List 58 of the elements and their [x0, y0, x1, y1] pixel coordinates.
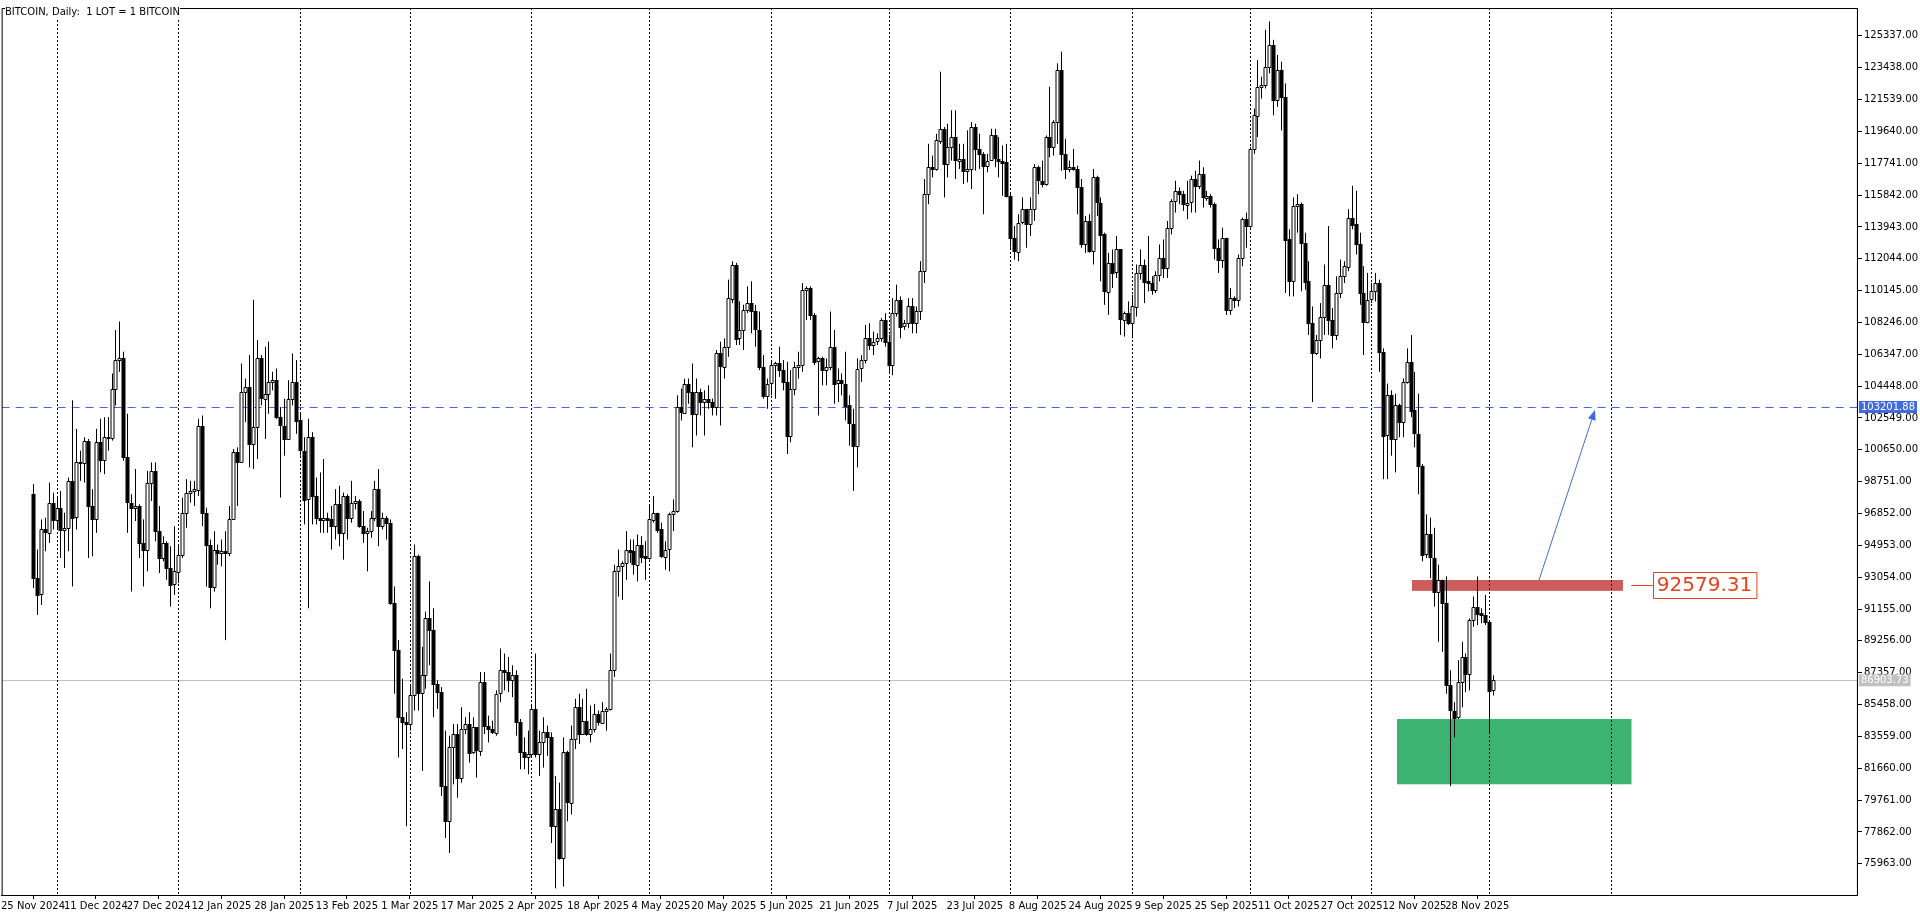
y-tick-label: 115842.00 — [1863, 188, 1918, 200]
candlestick — [1146, 235, 1151, 292]
x-tick-label: 23 Jul 2025 — [946, 899, 1004, 911]
x-tick-label: 28 Nov 2025 — [1445, 899, 1510, 911]
x-tick-label: 1 Mar 2025 — [381, 899, 439, 911]
y-tick-label: 81660.00 — [1863, 761, 1912, 773]
x-tick-label: 9 Sep 2025 — [1134, 899, 1192, 911]
x-tick-label: 13 Feb 2025 — [315, 899, 379, 911]
candlestick — [310, 431, 315, 525]
y-tick-label: 125337.00 — [1863, 29, 1918, 41]
y-tick-label: 79761.00 — [1863, 793, 1912, 805]
y-tick-label: 75963.00 — [1863, 857, 1912, 869]
candlestick — [973, 123, 978, 172]
y-tick-label: 117741.00 — [1863, 156, 1918, 168]
x-tick-label: 12 Nov 2025 — [1382, 899, 1447, 911]
x-tick-label: 7 Jul 2025 — [887, 899, 938, 911]
y-tick-label: 108246.00 — [1863, 316, 1918, 328]
y-tick-label: 106347.00 — [1863, 347, 1918, 359]
y-tick-label: 110145.00 — [1863, 284, 1918, 296]
x-tick-label: 21 Jun 2025 — [819, 899, 880, 911]
y-tick-label: 112044.00 — [1863, 252, 1918, 264]
candlestick — [820, 356, 825, 386]
y-tick-label: 98751.00 — [1863, 475, 1912, 487]
y-tick-label: 94953.00 — [1863, 538, 1912, 550]
x-tick-label: 28 Jan 2025 — [254, 899, 315, 911]
x-tick-label: 25 Nov 2024 — [0, 899, 66, 911]
annotation: 92579.31 — [1656, 571, 1753, 596]
candlestick — [953, 109, 958, 180]
ref-line-label: 103201.88 — [1860, 401, 1915, 413]
x-tick-label: 20 May 2025 — [691, 899, 757, 911]
x-tick-label: 25 Sep 2025 — [1194, 899, 1258, 911]
y-tick-label: 119640.00 — [1863, 125, 1918, 136]
x-tick-label: 27 Dec 2024 — [126, 899, 191, 911]
y-tick-label: 104448.00 — [1863, 379, 1918, 391]
candlestick — [502, 653, 507, 691]
y-tick-label: 100650.00 — [1863, 443, 1918, 455]
chart-title: BITCOIN, Daily: 1 LOT = 1 BITCOIN — [5, 6, 180, 18]
y-tick-label: 83559.00 — [1863, 729, 1912, 741]
y-tick-label: 89256.00 — [1863, 634, 1912, 646]
y-tick-label: 96852.00 — [1863, 507, 1912, 519]
x-tick-label: 11 Oct 2025 — [1257, 899, 1320, 911]
x-tick-label: 2 Apr 2025 — [507, 899, 564, 911]
y-tick-label: 121539.00 — [1863, 93, 1918, 105]
x-tick-label: 18 Apr 2025 — [567, 899, 630, 911]
x-tick-label: 17 Mar 2025 — [440, 899, 505, 911]
x-tick-label: 12 Jan 2025 — [191, 899, 252, 911]
x-tick-label: 27 Oct 2025 — [1320, 899, 1383, 911]
y-tick-label: 91155.00 — [1863, 602, 1912, 614]
y-tick-label: 123438.00 — [1863, 61, 1918, 73]
x-tick-label: 5 Jun 2025 — [759, 899, 814, 911]
y-tick-label: 102549.00 — [1863, 411, 1918, 423]
x-tick-label: 8 Aug 2025 — [1008, 899, 1067, 911]
y-tick-label: 93054.00 — [1863, 570, 1912, 582]
y-tick-label: 113943.00 — [1863, 220, 1918, 232]
y-tick-label: 77862.00 — [1863, 825, 1912, 837]
x-tick-label: 24 Aug 2025 — [1068, 899, 1133, 911]
x-tick-label: 4 May 2025 — [631, 899, 691, 911]
y-tick-label: 85458.00 — [1863, 698, 1912, 710]
